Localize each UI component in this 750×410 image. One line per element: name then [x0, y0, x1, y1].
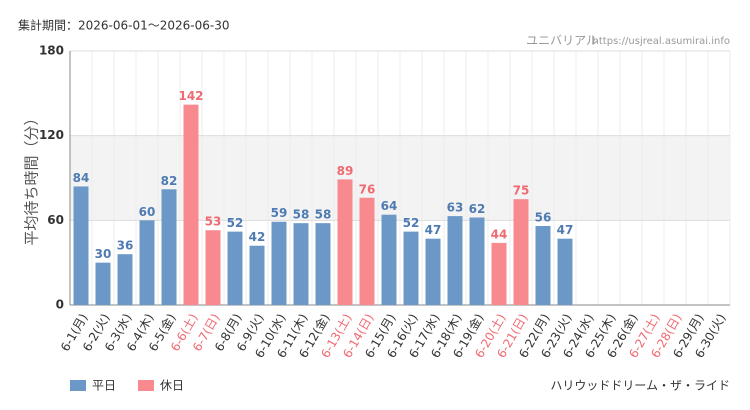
bar	[271, 221, 287, 305]
value-label: 47	[557, 223, 574, 237]
y-tick-label: 0	[56, 298, 64, 312]
value-label: 56	[535, 210, 552, 224]
bar	[359, 197, 375, 305]
bar	[227, 231, 243, 305]
value-label: 63	[447, 201, 464, 215]
value-label: 142	[178, 89, 203, 103]
bar	[403, 231, 419, 305]
value-label: 75	[513, 184, 530, 198]
value-label: 62	[469, 202, 486, 216]
legend-swatch	[138, 380, 154, 391]
value-label: 30	[95, 247, 112, 261]
value-label: 52	[403, 216, 420, 230]
value-label: 84	[73, 171, 90, 185]
value-label: 36	[117, 239, 134, 253]
site-name: ユニバリアル	[526, 34, 598, 48]
attraction-name: ハリウッドドリーム・ザ・ライド	[550, 379, 730, 393]
bar	[557, 238, 573, 305]
value-label: 53	[205, 215, 222, 229]
value-label: 44	[491, 227, 508, 241]
bar	[117, 254, 133, 305]
bar	[469, 217, 485, 305]
value-label: 42	[249, 230, 266, 244]
value-label: 47	[425, 223, 442, 237]
value-label: 59	[271, 206, 288, 220]
value-label: 82	[161, 174, 178, 188]
legend-label: 平日	[92, 379, 116, 393]
y-tick-label: 120	[39, 128, 64, 142]
bar	[183, 104, 199, 305]
bar	[535, 225, 551, 305]
value-label: 64	[381, 199, 398, 213]
bar	[139, 220, 155, 305]
legend-label: 休日	[160, 379, 184, 393]
bar	[249, 245, 265, 305]
bar	[95, 262, 111, 305]
bar	[73, 186, 89, 305]
bar	[315, 223, 331, 305]
site-url: https://usjreal.asumirai.info	[593, 36, 730, 47]
y-axis-label: 平均待ち時間（分）	[23, 110, 41, 245]
bar	[161, 189, 177, 305]
bar	[513, 199, 529, 305]
bar	[447, 216, 463, 305]
value-label: 58	[315, 208, 332, 222]
y-tick-label: 60	[47, 213, 64, 227]
value-label: 60	[139, 205, 156, 219]
bar	[381, 214, 397, 305]
bar	[425, 238, 441, 305]
period: 集計期間：2026-06-01～2026-06-30	[18, 18, 229, 33]
bar	[337, 179, 353, 305]
bar	[205, 230, 221, 305]
value-label: 76	[359, 182, 376, 196]
value-label: 52	[227, 216, 244, 230]
bar	[491, 242, 507, 305]
bar	[293, 223, 309, 305]
value-label: 89	[337, 164, 354, 178]
legend-swatch	[70, 380, 86, 391]
y-tick-label: 180	[39, 44, 64, 58]
value-label: 58	[293, 208, 310, 222]
